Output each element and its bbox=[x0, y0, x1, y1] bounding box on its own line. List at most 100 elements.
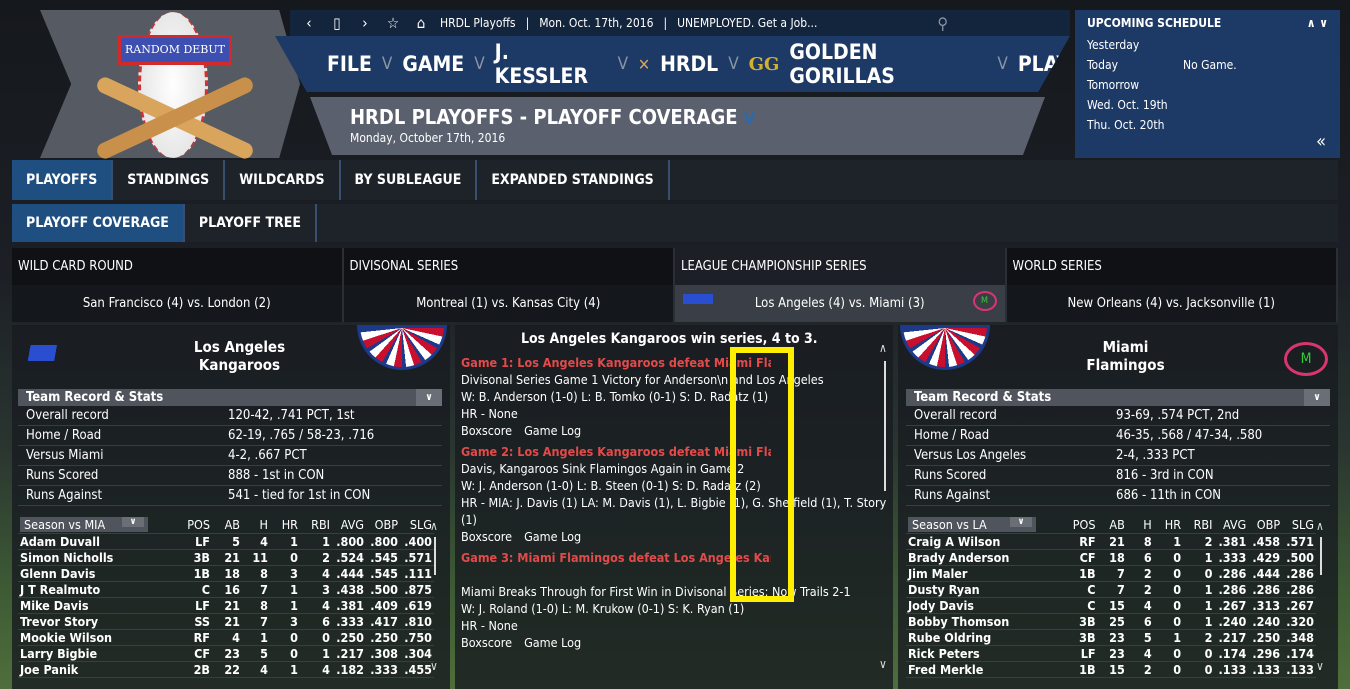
table-row[interactable]: Brady Anderson CF 18 6 0 1.333.429.500 bbox=[906, 549, 1316, 566]
table-row[interactable]: Joe Panik 2B 22 4 1 4.182.333.455 bbox=[18, 661, 434, 678]
series-round[interactable]: WILD CARD ROUND bbox=[12, 248, 344, 285]
game-log-link[interactable]: Game Log bbox=[524, 529, 582, 544]
player-name[interactable]: Craig A Wilson bbox=[906, 533, 1055, 550]
search-icon[interactable]: ⚲ bbox=[937, 13, 948, 33]
scrollbar[interactable] bbox=[884, 361, 886, 491]
column-ab[interactable]: AB bbox=[1097, 517, 1127, 534]
table-row[interactable]: Trevor Story SS 21 7 3 6.333.417.810 bbox=[18, 613, 434, 630]
series-column[interactable]: LEAGUE CHAMPIONSHIP SERIES Los Angeles (4… bbox=[675, 248, 1007, 322]
nav-item-play[interactable]: PLAY bbox=[1017, 52, 1070, 76]
chevron-down-icon[interactable]: V bbox=[997, 54, 1008, 74]
column-slg[interactable]: SLG bbox=[1282, 517, 1316, 534]
schedule-row[interactable]: Wed. Oct. 19th bbox=[1087, 98, 1328, 118]
player-name[interactable]: Bobby Thomson bbox=[906, 613, 1055, 630]
game-headline-link[interactable]: Game 2: Los Angeles Kangaroos defeat Mia… bbox=[461, 444, 771, 459]
scroll-up-icon[interactable]: ∧ bbox=[879, 341, 887, 355]
table-row[interactable]: Dusty Ryan C 7 2 0 1.286.286.286 bbox=[906, 581, 1316, 598]
column-slg[interactable]: SLG bbox=[400, 517, 434, 534]
nav-item-j-kessler[interactable]: J. KESSLER bbox=[494, 40, 588, 88]
chevron-down-icon[interactable]: ∨ bbox=[1304, 389, 1330, 406]
chevron-down-icon[interactable]: V bbox=[474, 54, 485, 74]
schedule-row[interactable]: Yesterday bbox=[1087, 38, 1328, 58]
chevron-down-icon[interactable]: V bbox=[381, 54, 393, 74]
series-column[interactable]: DIVISONAL SERIES Montreal (1) vs. Kansas … bbox=[343, 248, 675, 322]
series-round[interactable]: DIVISONAL SERIES bbox=[343, 248, 675, 285]
column-obp[interactable]: OBP bbox=[1248, 517, 1283, 534]
scrollbar[interactable] bbox=[1320, 537, 1322, 575]
table-row[interactable]: Rick Peters LF 23 4 0 0.174.296.174 bbox=[906, 645, 1316, 662]
column-hr[interactable]: HR bbox=[270, 517, 300, 534]
series-column[interactable]: WORLD SERIES New Orleans (4) vs. Jacksonv… bbox=[1006, 248, 1338, 322]
player-name[interactable]: J T Realmuto bbox=[18, 581, 168, 598]
column-obp[interactable]: OBP bbox=[366, 517, 400, 534]
schedule-row[interactable]: Tomorrow bbox=[1087, 78, 1328, 98]
scroll-down-icon[interactable]: ∨ bbox=[1316, 659, 1324, 673]
chevron-down-icon[interactable]: ∨ bbox=[416, 389, 442, 406]
tab-by-subleague[interactable]: BY SUBLEAGUE bbox=[341, 160, 478, 200]
scroll-up-icon[interactable]: ∧ bbox=[430, 519, 438, 533]
column-avg[interactable]: AVG bbox=[332, 517, 366, 534]
schedule-arrows[interactable]: ∧ ∨ bbox=[1306, 16, 1328, 30]
series-matchup[interactable]: New Orleans (4) vs. Jacksonville (1) bbox=[1006, 285, 1338, 322]
series-matchup[interactable]: Los Angeles (4) vs. Miami (3) bbox=[675, 285, 1007, 322]
player-name[interactable]: Mike Davis bbox=[18, 597, 168, 614]
series-round[interactable]: LEAGUE CHAMPIONSHIP SERIES bbox=[675, 248, 1007, 285]
window-icon[interactable]: ▯ bbox=[333, 14, 341, 32]
season-filter[interactable]: Season vs MIA ∨ bbox=[18, 517, 168, 534]
chevron-down-icon[interactable]: ∨ bbox=[1010, 517, 1032, 528]
table-row[interactable]: Larry Bigbie CF 23 5 0 1.217.308.304 bbox=[18, 645, 434, 662]
series-column[interactable]: WILD CARD ROUND San Francisco (4) vs. Lon… bbox=[12, 248, 344, 322]
series-matchup[interactable]: San Francisco (4) vs. London (2) bbox=[12, 285, 344, 322]
column-h[interactable]: H bbox=[1126, 517, 1154, 534]
column-hr[interactable]: HR bbox=[1153, 517, 1184, 534]
table-row[interactable]: Bobby Thomson 3B 25 6 0 1.240.240.320 bbox=[906, 613, 1316, 630]
scroll-up-icon[interactable]: ∧ bbox=[1316, 519, 1324, 533]
table-row[interactable]: Mike Davis LF 21 8 1 4.381.409.619 bbox=[18, 597, 434, 614]
column-pos[interactable]: POS bbox=[1054, 517, 1098, 534]
star-icon[interactable]: ☆ bbox=[386, 14, 400, 32]
nav-item-file[interactable]: FILE bbox=[327, 52, 372, 76]
table-row[interactable]: Simon Nicholls 3B 21 11 0 2.524.545.571 bbox=[18, 549, 434, 566]
game-log-link[interactable]: Game Log bbox=[524, 635, 582, 650]
job-status[interactable]: UNEMPLOYED. Get a Job... bbox=[677, 16, 818, 30]
home-icon[interactable]: ⌂ bbox=[416, 14, 426, 32]
column-ab[interactable]: AB bbox=[212, 517, 242, 534]
game-log-link[interactable]: Game Log bbox=[524, 423, 582, 438]
series-round[interactable]: WORLD SERIES bbox=[1006, 248, 1338, 285]
table-row[interactable]: J T Realmuto C 16 7 1 3.438.500.875 bbox=[18, 581, 434, 598]
chevron-left-icon[interactable]: ‹ bbox=[306, 14, 312, 32]
chevron-down-icon[interactable]: ∨ bbox=[122, 517, 144, 528]
tab-playoff-coverage[interactable]: PLAYOFF COVERAGE bbox=[12, 204, 185, 242]
table-row[interactable]: Jody Davis C 15 4 0 1.267.313.267 bbox=[906, 597, 1316, 614]
player-name[interactable]: Rick Peters bbox=[906, 645, 1055, 662]
column-rbi[interactable]: RBI bbox=[300, 517, 332, 534]
boxscore-link[interactable]: Boxscore bbox=[461, 529, 513, 544]
player-name[interactable]: Joe Panik bbox=[18, 661, 168, 678]
scroll-down-icon[interactable]: ∨ bbox=[879, 657, 887, 671]
chevron-down-icon[interactable]: V bbox=[617, 54, 629, 74]
nav-item-game[interactable]: GAME bbox=[402, 52, 465, 76]
player-name[interactable]: Trevor Story bbox=[18, 613, 168, 630]
player-name[interactable]: Larry Bigbie bbox=[18, 645, 168, 662]
chevron-right-icon[interactable]: › bbox=[362, 14, 368, 32]
player-name[interactable]: Dusty Ryan bbox=[906, 581, 1055, 598]
scroll-down-icon[interactable]: ∨ bbox=[430, 659, 438, 673]
series-matchup[interactable]: Montreal (1) vs. Kansas City (4) bbox=[343, 285, 675, 322]
game-headline-link[interactable]: Game 1: Los Angeles Kangaroos defeat Mia… bbox=[461, 355, 771, 370]
player-name[interactable]: Rube Oldring bbox=[906, 629, 1055, 646]
player-name[interactable]: Simon Nicholls bbox=[18, 549, 168, 566]
tab-wildcards[interactable]: WILDCARDS bbox=[225, 160, 341, 200]
collapse-button[interactable]: « bbox=[1316, 131, 1326, 152]
scrollbar[interactable] bbox=[434, 537, 436, 575]
column-pos[interactable]: POS bbox=[168, 517, 212, 534]
player-name[interactable]: Jim Maler bbox=[906, 565, 1055, 582]
column-rbi[interactable]: RBI bbox=[1183, 517, 1215, 534]
table-row[interactable]: Mookie Wilson RF 4 1 0 0.250.250.750 bbox=[18, 629, 434, 646]
game-headline-link[interactable]: Game 3: Miami Flamingos defeat Los Angel… bbox=[461, 550, 771, 565]
breadcrumb[interactable]: HRDL Playoffs bbox=[440, 16, 516, 30]
player-name[interactable]: Brady Anderson bbox=[906, 549, 1055, 566]
player-name[interactable]: Glenn Davis bbox=[18, 565, 168, 582]
player-name[interactable]: Adam Duvall bbox=[18, 533, 168, 550]
season-dropdown[interactable]: Season vs LA ∨ bbox=[908, 517, 1036, 533]
nav-item-hrdl[interactable]: HRDL bbox=[660, 52, 719, 76]
